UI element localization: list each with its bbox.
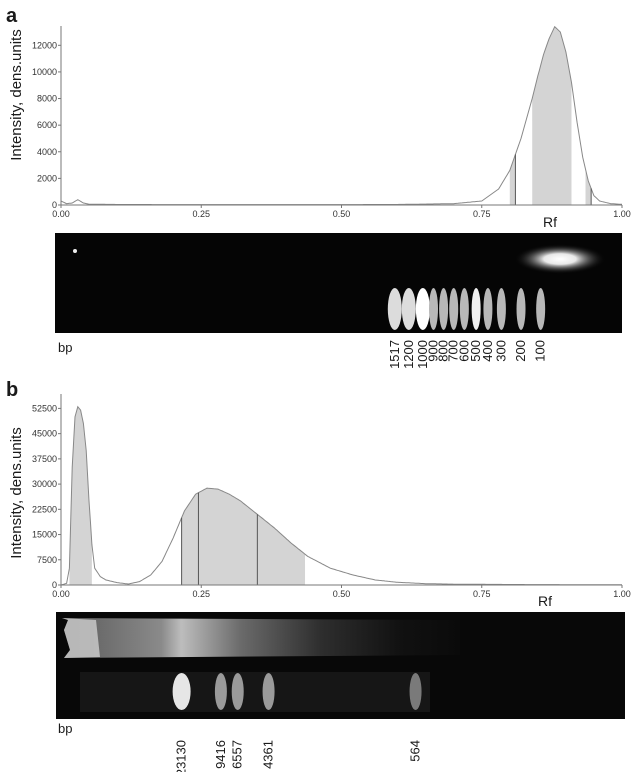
panel-a-gel-bands — [387, 288, 546, 330]
panel-b-plot: 0 7500 15000 22500 30000 37500 45000 52500 0.00 0… — [32, 394, 631, 599]
panel-b-gel-bands — [172, 673, 422, 710]
panel-b-ladder-labels: 23130 9416 6557 4361 564 — [174, 740, 423, 776]
ladder-band-label: 1200 — [401, 340, 416, 369]
x-tick-label: 0.00 — [52, 209, 70, 219]
y-tick-label: 30000 — [32, 479, 57, 489]
x-tick-label: 0.25 — [192, 209, 210, 219]
ladder-band — [429, 288, 439, 330]
y-tick-label: 37500 — [32, 454, 57, 464]
ladder-band-label: 200 — [513, 340, 528, 362]
panel-b-gel-well — [62, 618, 100, 658]
y-tick-label: 45000 — [32, 429, 57, 439]
ladder-band-label: 800 — [436, 340, 451, 362]
ladder-band-label: 23130 — [174, 740, 189, 772]
x-tick-label: 1.00 — [613, 209, 631, 219]
panel-a-plot: 0 2000 4000 6000 8000 10000 12000 0.00 0.25 0.50 0… — [32, 25, 631, 219]
y-tick-label: 6000 — [37, 120, 57, 130]
panel-a-gel-speck — [73, 249, 77, 253]
y-tick-label: 8000 — [37, 94, 57, 104]
x-tick-label: 0.25 — [192, 589, 210, 599]
panel-b-gel-smear-lane1 — [62, 618, 460, 658]
x-tick-label: 0.50 — [333, 589, 351, 599]
ladder-band — [536, 288, 546, 330]
ladder-band-label: 100 — [533, 340, 548, 362]
ladder-band — [415, 288, 430, 330]
ladder-band — [439, 288, 449, 330]
panel-a-ladder-unit: bp — [58, 340, 72, 355]
ladder-band-label: 900 — [426, 340, 441, 362]
y-tick-label: 15000 — [32, 530, 57, 540]
y-tick-label: 10000 — [32, 67, 57, 77]
profile-line — [60, 405, 622, 586]
panel-b-gel-lane2 — [80, 672, 430, 712]
shaded-region — [181, 488, 306, 585]
x-tick-label: 0.00 — [52, 589, 70, 599]
ladder-band-label: 564 — [408, 740, 423, 762]
ladder-band — [409, 673, 422, 710]
y-tick-label: 7500 — [37, 555, 57, 565]
ladder-band-label: 9416 — [213, 740, 228, 769]
ladder-band — [214, 673, 227, 710]
panel-b-xlabel: Rf — [538, 593, 552, 609]
panel-letter-a: a — [6, 5, 18, 27]
ladder-band — [231, 673, 244, 710]
shaded-region — [69, 406, 92, 585]
y-tick-label: 2000 — [37, 173, 57, 183]
shaded-region — [585, 169, 592, 205]
ladder-band-label: 600 — [456, 340, 471, 362]
y-tick-label: 12000 — [32, 40, 57, 50]
panel-b-ladder-unit: bp — [58, 721, 72, 736]
x-tick-label: 0.75 — [473, 209, 491, 219]
panel-b-ylabel: Intensity, dens.units — [8, 427, 25, 558]
ladder-band-label: 1000 — [415, 340, 430, 369]
ladder-band-label: 500 — [468, 340, 483, 362]
y-tick-label: 0 — [52, 200, 57, 210]
y-tick-label: 22500 — [32, 504, 57, 514]
ladder-band — [483, 288, 493, 330]
ladder-band — [172, 673, 191, 710]
ladder-band — [401, 288, 416, 330]
y-tick-label: 0 — [52, 580, 57, 590]
ladder-band-label: 1517 — [387, 340, 402, 369]
panel-letter-b: b — [6, 379, 18, 401]
y-tick-label: 4000 — [37, 147, 57, 157]
panel-a-xlabel: Rf — [543, 214, 557, 230]
ladder-band — [459, 288, 469, 330]
ladder-band — [496, 288, 506, 330]
ladder-band-label: 400 — [480, 340, 495, 362]
x-tick-label: 0.50 — [333, 209, 351, 219]
panel-a-gel-smear — [514, 244, 606, 274]
panel-a-ylabel: Intensity, dens.units — [8, 29, 25, 160]
ladder-band — [262, 673, 275, 710]
ladder-band-label: 6557 — [230, 740, 245, 769]
ladder-band-label: 700 — [446, 340, 461, 362]
shaded-region — [532, 26, 572, 205]
x-tick-label: 0.75 — [473, 589, 491, 599]
x-tick-label: 1.00 — [613, 589, 631, 599]
ladder-band — [471, 288, 481, 330]
ladder-band — [449, 288, 459, 330]
y-tick-label: 52500 — [32, 403, 57, 413]
ladder-band — [387, 288, 402, 330]
ladder-band-label: 4361 — [261, 740, 276, 769]
ladder-band-label: 300 — [493, 340, 508, 362]
ladder-band — [516, 288, 526, 330]
